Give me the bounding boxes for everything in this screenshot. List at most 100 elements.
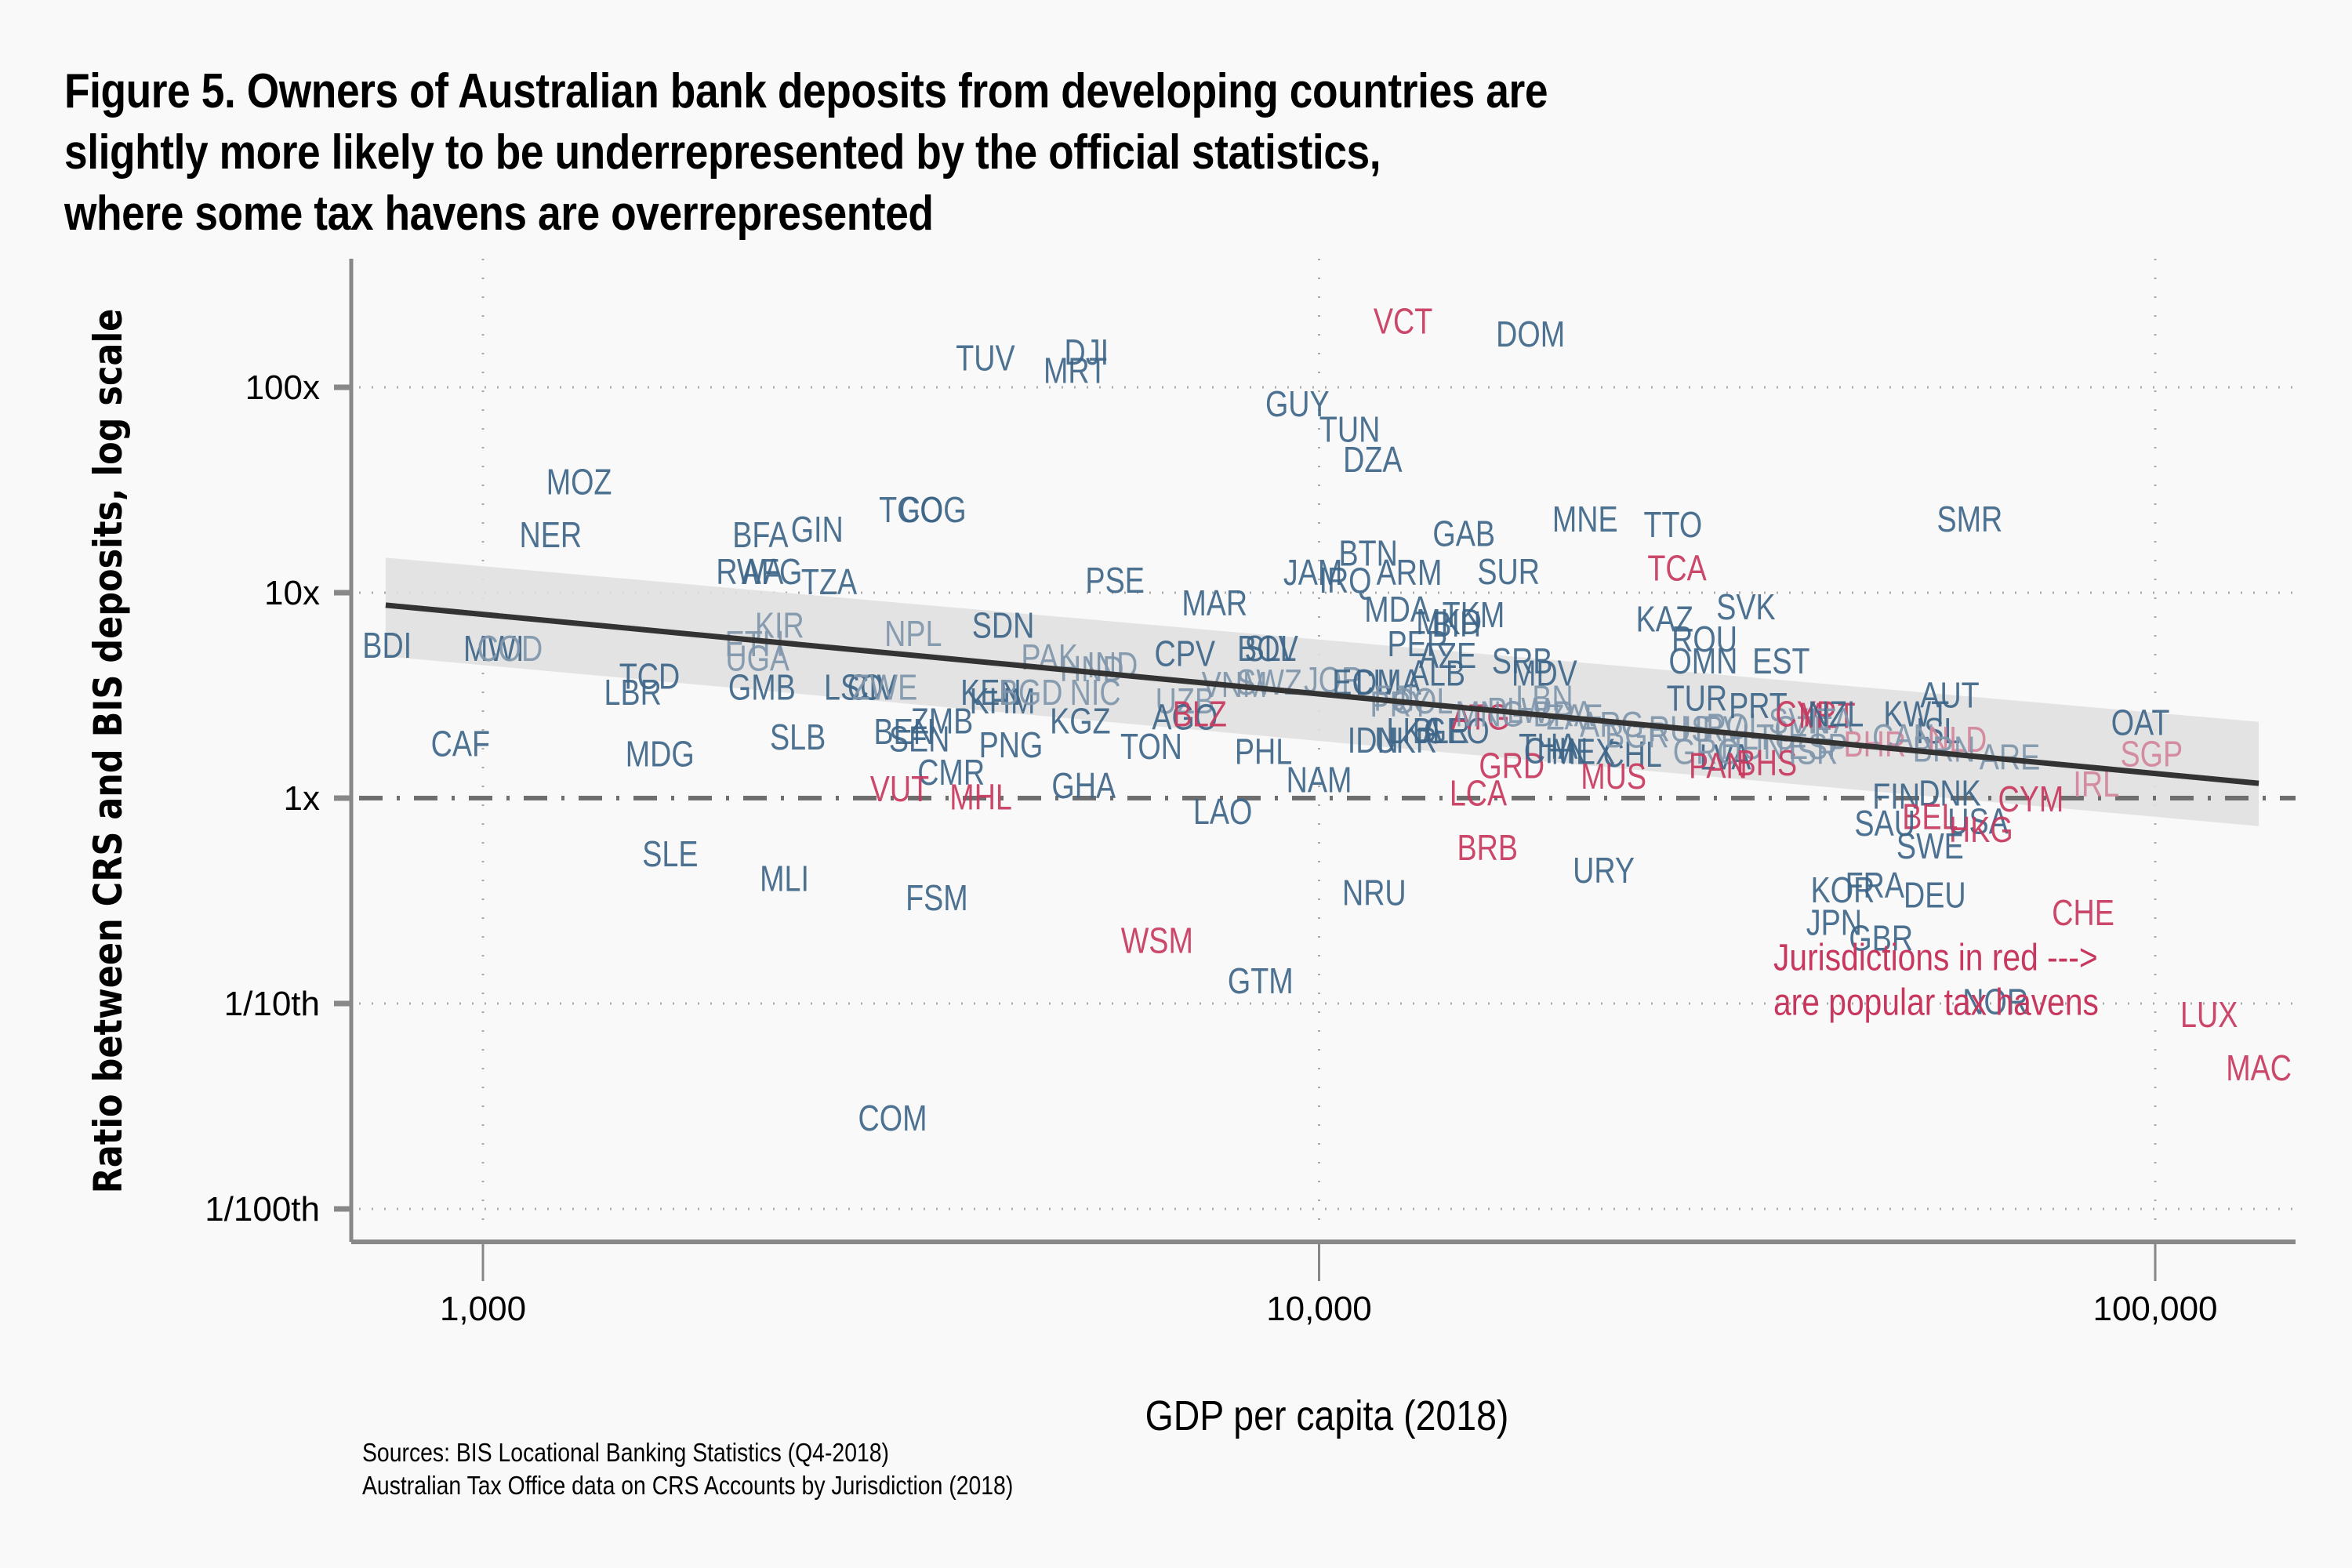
sources-note: Sources: BIS Locational Banking Statisti…: [362, 1436, 1013, 1502]
point-label-phl: PHL: [1235, 731, 1292, 771]
point-label-mli: MLI: [760, 858, 809, 898]
point-label-uzb: UZB: [1156, 681, 1214, 720]
point-label-est: EST: [1752, 641, 1809, 681]
point-label-brb: BRB: [1457, 827, 1519, 867]
point-label-tca: TCA: [1647, 548, 1706, 588]
point-label-isl: ISL: [1916, 710, 1961, 750]
point-label-swe: SWE: [1896, 826, 1964, 866]
point-label-per: PER: [1388, 623, 1449, 663]
point-label-aut: AUT: [1920, 675, 1979, 715]
point-label-che: CHE: [2052, 892, 2114, 932]
point-label-mus: MUS: [1581, 756, 1646, 796]
point-label-cod: COD: [477, 629, 543, 669]
point-label-chl: CHL: [1602, 734, 1661, 774]
point-label-gtm: GTM: [1228, 961, 1294, 1001]
point-label-bel: BEL: [1902, 797, 1958, 837]
point-label-nam: NAM: [1287, 760, 1352, 800]
y-tick-label: 1/100th: [205, 1190, 320, 1229]
point-label-lva: LVA: [1700, 737, 1751, 777]
point-label-slb: SLB: [770, 717, 826, 757]
annotation-line-2: are popular tax havens: [1773, 982, 2099, 1024]
point-label-khm: KHM: [970, 681, 1036, 720]
point-label-tha: THA: [1519, 727, 1577, 767]
point-label-afg: AFG: [742, 551, 803, 591]
point-label-wsm: WSM: [1121, 920, 1193, 960]
point-label-mkd: MKD: [1416, 601, 1482, 641]
point-label-jpn: JPN: [1806, 902, 1862, 942]
point-label-fin: FIN: [1872, 776, 1920, 816]
point-label-civ: CIV: [848, 667, 897, 707]
point-label-omn: OMN: [1668, 641, 1737, 681]
point-label-btn: BTN: [1339, 533, 1398, 573]
point-label-mwi: MWI: [463, 629, 524, 669]
point-label-kgz: KGZ: [1050, 701, 1111, 741]
point-label-srb: SRB: [1492, 641, 1553, 681]
point-label-atg: ATG: [1451, 697, 1510, 737]
x-axis-title: GDP per capita (2018): [1145, 1392, 1509, 1439]
point-label-gmb: GMB: [728, 667, 796, 707]
point-label-swz: SWZ: [1236, 662, 1302, 702]
axes: 100x 10x 1x 1/10th 1/100th 1,000 10,000 100,000: [205, 259, 2296, 1328]
point-label-mar: MAR: [1181, 583, 1247, 622]
point-label-dza: DZA: [1343, 439, 1402, 479]
point-label-sur: SUR: [1477, 551, 1540, 591]
point-label-nru: NRU: [1342, 873, 1406, 913]
point-label-bhs: BHS: [1737, 742, 1798, 782]
point-label-nic: NIC: [1070, 673, 1121, 713]
title-line-2: slightly more likely to be underrepresen…: [64, 125, 1381, 180]
point-label-bol: BOL: [1237, 629, 1296, 669]
point-label-tcd: TCD: [619, 656, 680, 696]
point-label-tkm: TKM: [1443, 594, 1505, 634]
point-label-slv: SLV: [1244, 629, 1298, 669]
point-label-vct: VCT: [1374, 301, 1432, 341]
point-label-lka: LKA: [1386, 710, 1442, 750]
point-label-bgd: BGD: [999, 673, 1063, 713]
point-label-jam: JAM: [1283, 552, 1342, 592]
point-label-ukr: UKR: [1374, 720, 1437, 760]
point-label-mda: MDA: [1364, 589, 1430, 629]
point-label-tto: TTO: [1644, 504, 1703, 544]
point-label-sen: SEN: [889, 719, 950, 759]
point-label-gab: GAB: [1432, 514, 1495, 554]
point-label-lbr: LBR: [604, 673, 662, 713]
point-label-idn: IDN: [1348, 720, 1399, 760]
point-label-esp: ESP: [1788, 727, 1847, 767]
point-label-nor: NOR: [1962, 982, 2028, 1022]
point-label-sdn: SDN: [972, 605, 1035, 645]
fit-line-layer: [385, 602, 2259, 786]
point-label-png: PNG: [979, 725, 1044, 765]
point-label-cmr: CMR: [917, 752, 985, 792]
point-label-zmb: ZMB: [911, 701, 974, 741]
point-label-dji: DJI: [1065, 332, 1109, 372]
point-label-bfa: BFA: [732, 515, 788, 555]
annotation: Jurisdictions in red ---> are popular ta…: [1773, 938, 2099, 1024]
point-label-bih: BIH: [1432, 604, 1481, 644]
point-label-nzl: NZL: [1808, 694, 1864, 734]
point-label-vut: VUT: [870, 769, 929, 809]
point-label-cpv: CPV: [1155, 633, 1216, 673]
point-label-moz: MOZ: [546, 462, 612, 502]
annotation-line-1: Jurisdictions in red --->: [1773, 938, 2098, 979]
point-label-com: COM: [858, 1098, 927, 1138]
point-label-kwt: KWT: [1883, 694, 1949, 734]
point-label-tur: TUR: [1667, 678, 1727, 718]
point-label-mdv: MDV: [1512, 653, 1577, 693]
point-label-svn: SVN: [1769, 701, 1830, 741]
point-label-kor: KOR: [1811, 870, 1875, 910]
point-label-sle: SLE: [642, 834, 698, 874]
source-line-1: Sources: BIS Locational Banking Statisti…: [362, 1438, 890, 1467]
point-label-tuv: TUV: [956, 338, 1014, 378]
point-label-mex: MEX: [1552, 731, 1616, 771]
point-label-caf: CAF: [431, 724, 490, 764]
title-line-3: where some tax havens are overrepresente…: [64, 187, 934, 241]
fit-line: [385, 602, 2259, 786]
point-label-zwe: ZWE: [852, 667, 918, 707]
y-tick-label: 10x: [264, 574, 320, 612]
point-label-mne: MNE: [1552, 499, 1618, 539]
point-label-mdg: MDG: [626, 734, 695, 774]
point-label-irq: IRQ: [1319, 561, 1371, 601]
point-label-grc: GRC: [1673, 731, 1739, 771]
point-label-aze: AZE: [1419, 635, 1476, 675]
point-label-guy: GUY: [1265, 383, 1330, 423]
